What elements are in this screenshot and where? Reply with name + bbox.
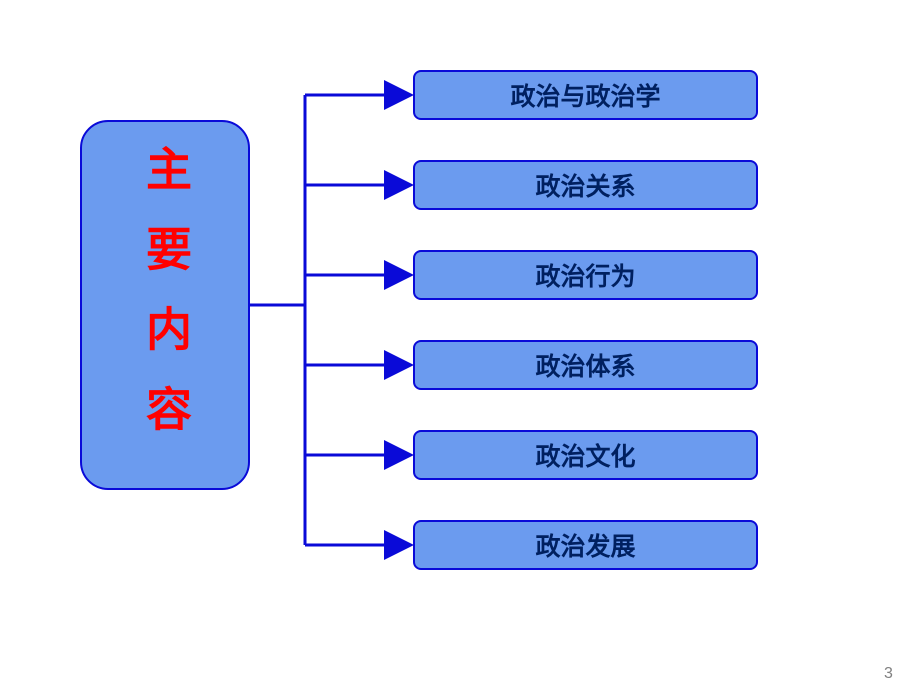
main-content-box: 主要内容 — [80, 120, 250, 490]
main-content-label: 主要内容 — [132, 145, 198, 465]
topic-item-label: 政治体系 — [535, 347, 635, 383]
topic-item-label: 政治关系 — [535, 167, 635, 203]
page-number: 3 — [884, 665, 893, 683]
topic-item-label: 政治与政治学 — [510, 77, 660, 113]
topic-item-label: 政治发展 — [535, 527, 635, 563]
topic-item-3: 政治体系 — [413, 340, 758, 390]
topic-item-2: 政治行为 — [413, 250, 758, 300]
topic-item-label: 政治文化 — [535, 437, 635, 473]
topic-item-1: 政治关系 — [413, 160, 758, 210]
topic-item-label: 政治行为 — [535, 257, 635, 293]
topic-item-4: 政治文化 — [413, 430, 758, 480]
topic-item-5: 政治发展 — [413, 520, 758, 570]
topic-item-0: 政治与政治学 — [413, 70, 758, 120]
